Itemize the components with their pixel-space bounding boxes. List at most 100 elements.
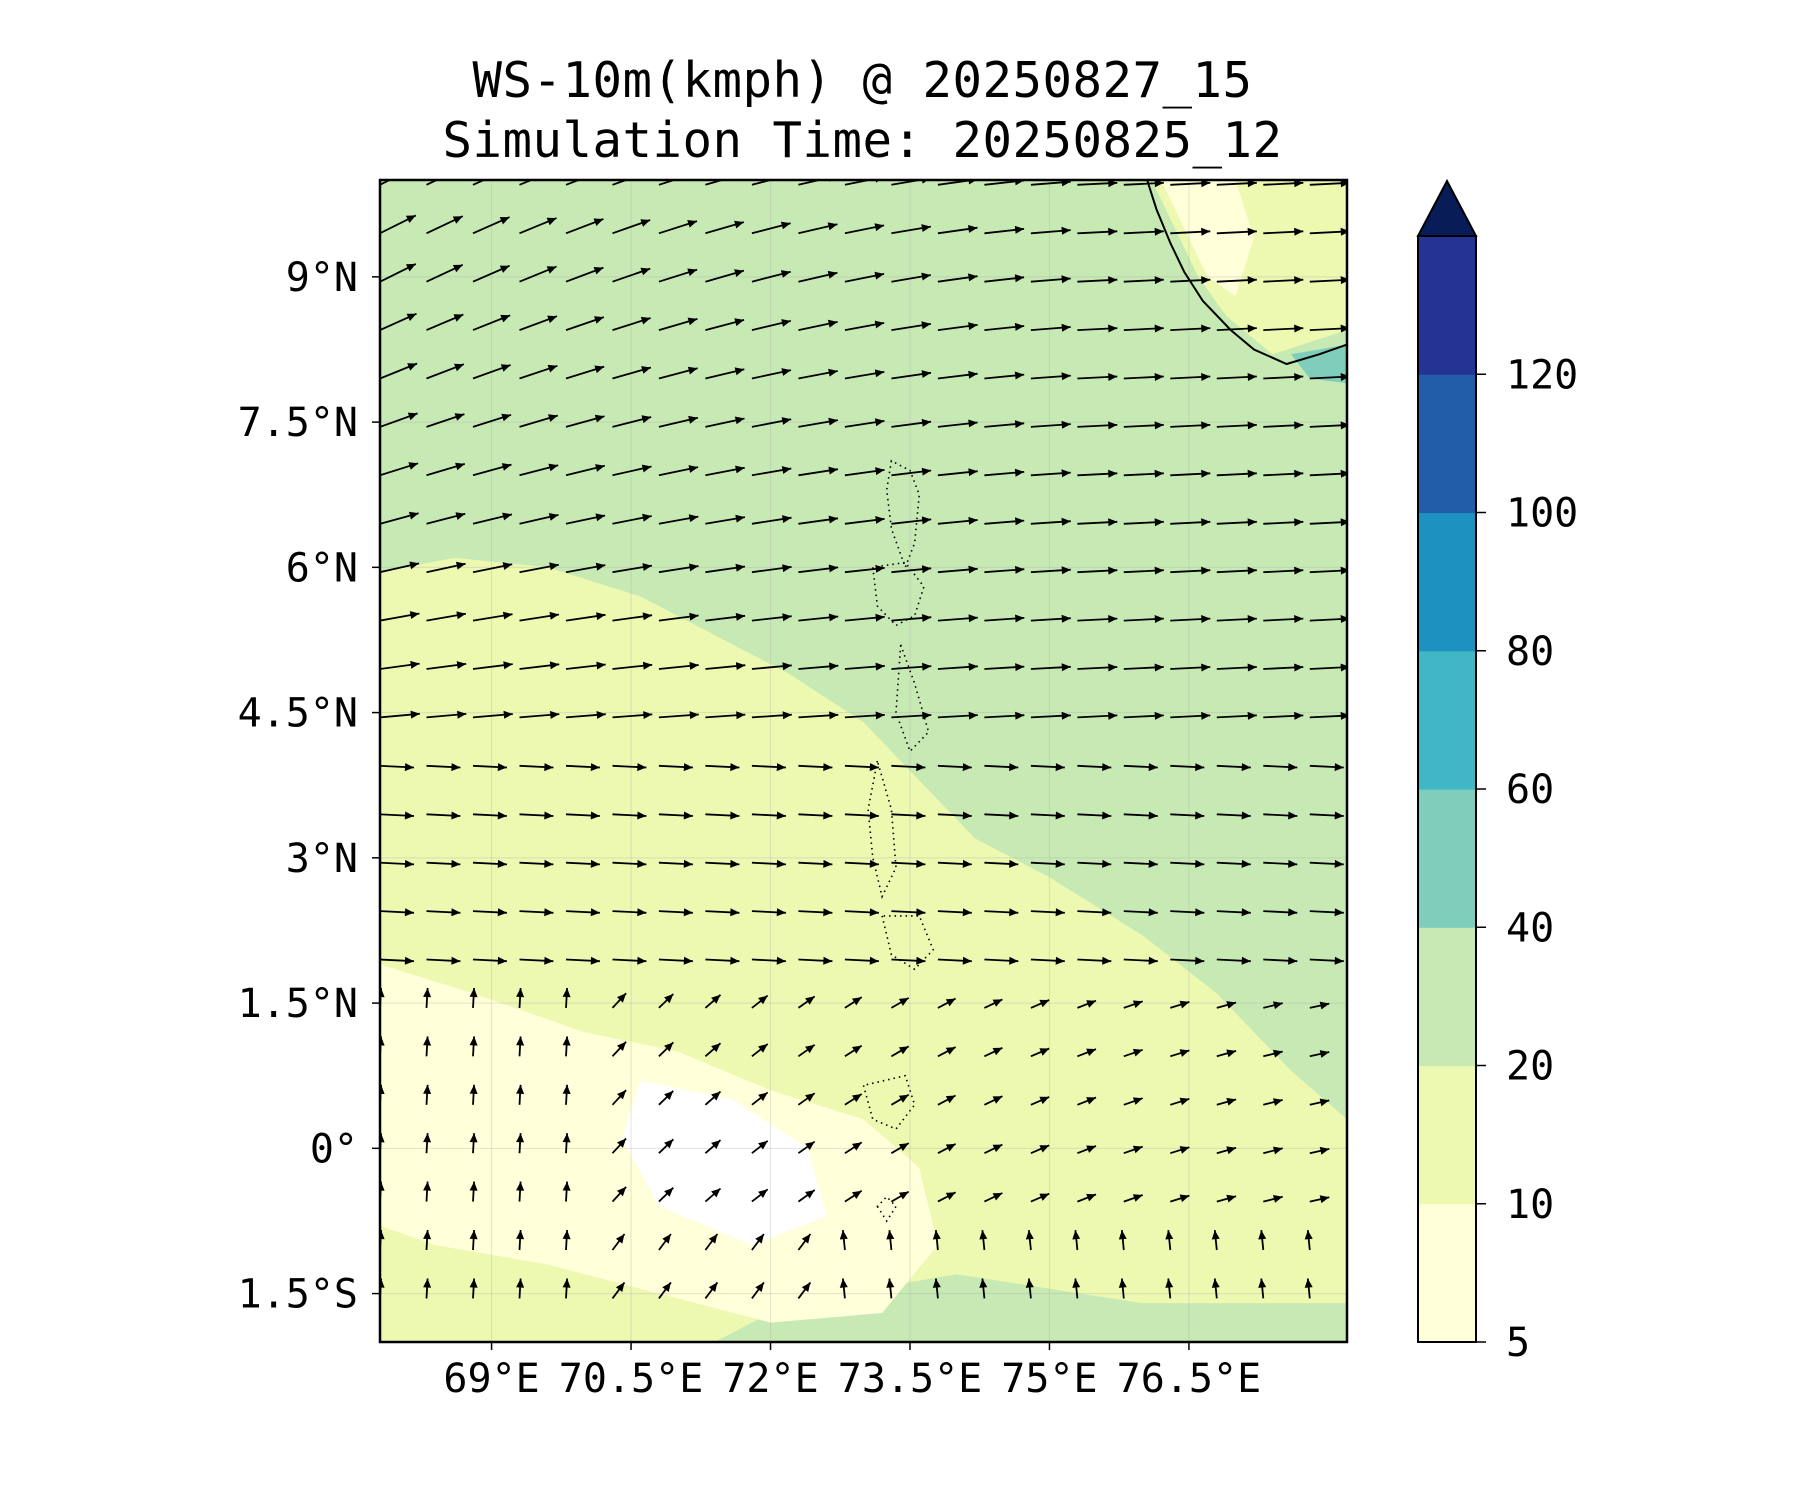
wind-vector-head (516, 1036, 525, 1046)
longitude-tick-label: 73.5°E (838, 1356, 983, 1402)
wind-vector-head (1086, 1048, 1096, 1057)
wind-vector-head (453, 314, 464, 322)
wind-vector-head (711, 1188, 721, 1198)
wind-vector-head (898, 1191, 909, 1200)
wind-vector-shaft (426, 180, 439, 186)
wind-vector-head (780, 270, 791, 278)
wind-vector-head (916, 811, 926, 820)
wind-vector-head (451, 859, 461, 868)
wind-vector-head (544, 956, 554, 965)
plot-title: WS-10m(kmph) @ 20250827_15 (472, 52, 1253, 109)
wind-vector-head (516, 988, 525, 998)
wind-vector-head (497, 811, 507, 820)
wind-vector-head (642, 612, 653, 621)
wind-vector-head (689, 661, 699, 670)
wind-vector-head (823, 956, 833, 965)
wind-vector-head (962, 763, 972, 772)
wind-vector-head (547, 364, 558, 373)
longitude-tick-label: 69°E (443, 1356, 539, 1402)
wind-vector-head (1247, 566, 1257, 575)
wind-vector-head (1226, 1001, 1237, 1009)
colorbar-segment (1418, 374, 1476, 514)
wind-vector-head (735, 465, 745, 474)
wind-vector-head (1288, 859, 1298, 868)
wind-vector-head (1039, 999, 1050, 1008)
wind-vector-head (1148, 956, 1158, 965)
wind-vector-head (548, 513, 559, 521)
wind-vector-head (406, 313, 417, 321)
wind-vector-head (1179, 1097, 1190, 1106)
wind-vector-head (1061, 663, 1071, 672)
wind-vector-head (755, 1234, 764, 1244)
latitude-axis: 9°N 7.5°N 6°N 4.5°N 3°N 1.5°N 0° 1.5°S (238, 255, 380, 1318)
wind-vector-head (1154, 663, 1164, 672)
wind-vector-head (735, 563, 745, 572)
wind-vector-head (503, 661, 513, 670)
wind-vector-head (1334, 908, 1344, 917)
wind-vector-head (1102, 859, 1112, 868)
wind-vector-head (683, 956, 693, 965)
wind-vector-head (615, 1234, 625, 1244)
wind-vector-head (410, 660, 420, 669)
wind-vector-head (544, 908, 554, 917)
wind-vector-head (1154, 421, 1164, 430)
wind-vector-head (501, 413, 512, 422)
wind-vector-head (423, 1084, 432, 1094)
wind-vector-head (452, 216, 463, 224)
wind-vector-head (1195, 908, 1205, 917)
wind-vector-head (404, 859, 414, 868)
wind-vector-head (852, 1190, 862, 1199)
wind-vector-head (662, 1234, 671, 1244)
wind-vector-head (1247, 469, 1257, 478)
wind-vector-head (758, 1044, 768, 1053)
wind-vector-head (562, 1084, 571, 1094)
wind-vector-head (828, 515, 838, 524)
wind-vector-head (457, 710, 467, 719)
wind-vector-head (827, 319, 838, 328)
wind-vector-head (839, 1278, 848, 1288)
wind-vector-head (776, 908, 786, 917)
wind-vector-head (544, 763, 554, 772)
wind-vector-head (827, 222, 838, 231)
wind-vector-head (451, 908, 461, 917)
wind-vector-head (617, 993, 627, 1003)
wind-vector-head (406, 263, 416, 272)
wind-vector-head (1340, 324, 1347, 333)
wind-vector-head (968, 419, 978, 428)
wind-vector-head (968, 322, 978, 331)
wind-vector-head (992, 1096, 1003, 1104)
wind-vector-head (642, 661, 653, 670)
wind-vector-head (1061, 517, 1071, 526)
wind-vector-head (503, 710, 513, 719)
wind-vector-head (921, 418, 931, 427)
wind-vector-head (1165, 1278, 1174, 1288)
wind-vector-head (596, 661, 606, 670)
wind-vector-head (497, 956, 507, 965)
wind-vector-head (829, 662, 839, 671)
wind-vector-head (968, 565, 978, 574)
wind-vector-head (869, 811, 879, 820)
wind-vector-head (687, 366, 698, 375)
wind-vector-head (921, 370, 931, 378)
colorbar-tick-label: 40 (1506, 905, 1554, 951)
colorbar-tick-label: 20 (1506, 1044, 1554, 1090)
wind-vector-head (968, 225, 978, 233)
wind-vector-head (1014, 274, 1025, 283)
wind-vector-head (423, 988, 432, 998)
wind-vector-head (664, 1139, 674, 1149)
wind-vector-head (617, 1090, 627, 1100)
wind-vector-head (758, 1189, 768, 1198)
wind-vector-head (640, 171, 650, 179)
wind-vector-head (1273, 1098, 1283, 1106)
wind-vector-head (1319, 1001, 1330, 1010)
wind-vector-head (828, 417, 838, 426)
wind-vector-head (735, 612, 746, 621)
wind-vector-head (451, 811, 461, 820)
wind-vector-head (962, 859, 972, 868)
latitude-tick-label: 6°N (286, 545, 358, 591)
wind-vector-head (1118, 1278, 1127, 1288)
wind-vector-head (1154, 276, 1164, 285)
wind-vector-head (1211, 1230, 1220, 1240)
wind-vector-head (921, 565, 932, 574)
